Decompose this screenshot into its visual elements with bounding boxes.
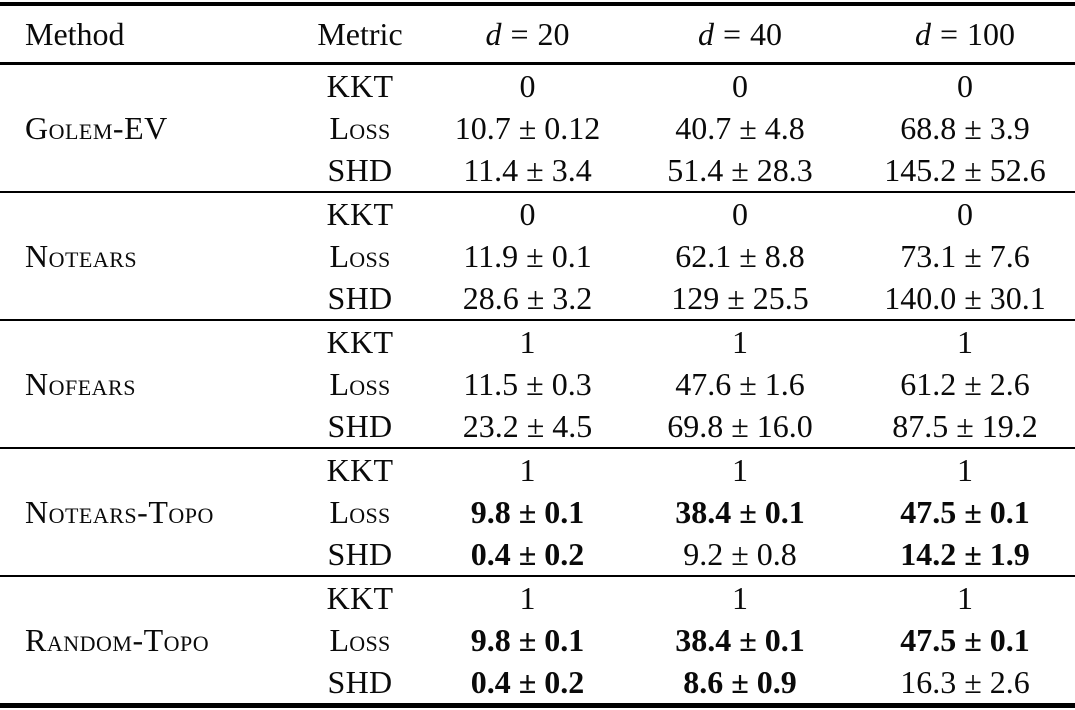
math-var-d: d <box>485 15 502 52</box>
table-row: Notears KKT 0 0 0 <box>0 191 1075 320</box>
table-row: Notears-Topo KKT 1 1 1 <box>0 447 1075 576</box>
math-var-d: d <box>914 15 931 52</box>
value-cell: 62.1 ± 8.8 <box>675 238 805 274</box>
value-cell: 0 <box>519 68 536 104</box>
column-header-method: Method <box>0 4 290 65</box>
table-row: Random-Topo KKT 1 1 1 <box>0 575 1075 706</box>
value-cell: 11.9 ± 0.1 <box>463 238 592 274</box>
column-header-d40: d = 40 <box>625 4 855 65</box>
value-cell: 69.8 ± 16.0 <box>667 408 813 444</box>
value-cell: 1 <box>625 575 855 619</box>
value-cell: 1 <box>430 319 625 363</box>
table-row: Loss 11.9 ± 0.1 62.1 ± 8.8 73.1 ± 7.6 <box>0 235 1075 277</box>
table-row: Loss 10.7 ± 0.12 40.7 ± 4.8 68.8 ± 3.9 <box>0 107 1075 149</box>
value-cell: 38.4 ± 0.1 <box>675 494 805 530</box>
value-cell: 0 <box>732 68 748 104</box>
column-header-metric: Metric <box>290 4 430 65</box>
value-cell: 9.2 ± 0.8 <box>683 536 797 572</box>
value-cell: 16.3 ± 2.6 <box>900 664 1030 700</box>
value-cell: 0.4 ± 0.2 <box>470 536 585 572</box>
math-equals: = <box>939 15 959 52</box>
math-value: 20 <box>537 15 570 52</box>
value-cell: 0.4 ± 0.2 <box>470 664 585 700</box>
value-cell: 73.1 ± 7.6 <box>900 238 1030 274</box>
value-cell: 28.6 ± 3.2 <box>462 280 593 316</box>
metric-label: SHD <box>327 664 393 700</box>
table-row: Loss 9.8 ± 0.1 38.4 ± 0.1 47.5 ± 0.1 <box>0 491 1075 533</box>
value-cell: 129 ± 25.5 <box>671 280 809 316</box>
value-cell: 68.8 ± 3.9 <box>900 110 1030 146</box>
math-equals: = <box>722 15 742 52</box>
metric-label: KKT <box>290 319 430 363</box>
table-header: Method Metric d = 20 d = 40 d = 100 <box>0 4 1075 65</box>
metric-label: KKT <box>290 191 430 235</box>
value-cell: 47.6 ± 1.6 <box>675 366 805 402</box>
method-name-nofears: Nofears <box>0 319 290 448</box>
table-row: SHD 0.4 ± 0.2 8.6 ± 0.9 16.3 ± 2.6 <box>0 661 1075 706</box>
value-cell: 145.2 ± 52.6 <box>884 152 1046 188</box>
metric-label: Loss <box>329 110 391 146</box>
value-cell: 61.2 ± 2.6 <box>900 366 1030 402</box>
value-cell: 8.6 ± 0.9 <box>683 664 797 700</box>
value-cell: 0 <box>957 68 973 104</box>
method-name-notears-topo: Notears-Topo <box>0 447 290 576</box>
math-equals: = <box>510 15 529 52</box>
header-row: Method Metric d = 20 d = 40 d = 100 <box>0 4 1075 65</box>
value-cell: 11.5 ± 0.3 <box>463 366 592 402</box>
value-cell: 1 <box>430 575 625 619</box>
column-header-d20: d = 20 <box>430 4 625 65</box>
value-cell: 1 <box>430 447 625 491</box>
value-cell: 9.8 ± 0.1 <box>470 494 585 530</box>
math-value: 40 <box>750 15 783 52</box>
table-row: Loss 11.5 ± 0.3 47.6 ± 1.6 61.2 ± 2.6 <box>0 363 1075 405</box>
metric-label: KKT <box>290 447 430 491</box>
value-cell: 0 <box>625 191 855 235</box>
table-body: Golem-EV KKT 0 0 0 Loss 10.7 ± 0.12 40.7… <box>0 64 1075 706</box>
table-row: Golem-EV KKT 0 0 0 <box>0 64 1075 144</box>
table-row: Loss 9.8 ± 0.1 38.4 ± 0.1 47.5 ± 0.1 <box>0 619 1075 661</box>
math-value: 100 <box>967 15 1016 52</box>
value-cell: 1 <box>855 319 1075 363</box>
value-cell: 87.5 ± 19.2 <box>892 408 1038 444</box>
value-cell: 38.4 ± 0.1 <box>675 622 805 658</box>
metric-label: SHD <box>327 536 393 572</box>
value-cell: 140.0 ± 30.1 <box>884 280 1046 316</box>
value-cell: 1 <box>855 447 1075 491</box>
table-row: Nofears KKT 1 1 1 <box>0 319 1075 448</box>
metric-label: SHD <box>327 280 393 316</box>
value-cell: 14.2 ± 1.9 <box>900 536 1030 572</box>
value-cell: 9.8 ± 0.1 <box>470 622 585 658</box>
metric-label: Loss <box>329 366 391 402</box>
column-header-d100: d = 100 <box>855 4 1075 65</box>
value-cell: 51.4 ± 28.3 <box>667 152 813 188</box>
method-name-notears: Notears <box>0 191 290 320</box>
metric-label: Loss <box>329 238 391 274</box>
metric-label: Loss <box>329 494 391 530</box>
table-row: SHD 28.6 ± 3.2 129 ± 25.5 140.0 ± 30.1 <box>0 277 1075 320</box>
value-cell: 1 <box>625 447 855 491</box>
value-cell: 1 <box>855 575 1075 619</box>
value-cell: 0 <box>430 191 625 235</box>
method-name-golem-ev: Golem-EV <box>25 110 168 146</box>
value-cell: 23.2 ± 4.5 <box>462 408 593 444</box>
value-cell: 0 <box>855 191 1075 235</box>
method-name-random-topo: Random-Topo <box>0 575 290 706</box>
table-row: SHD 11.4 ± 3.4 51.4 ± 28.3 145.2 ± 52.6 <box>0 149 1075 192</box>
table-row: SHD 23.2 ± 4.5 69.8 ± 16.0 87.5 ± 19.2 <box>0 405 1075 448</box>
table-row: SHD 0.4 ± 0.2 9.2 ± 0.8 14.2 ± 1.9 <box>0 533 1075 576</box>
metric-label: KKT <box>290 575 430 619</box>
value-cell: 11.4 ± 3.4 <box>463 152 592 188</box>
metric-label: Loss <box>329 622 391 658</box>
math-var-d: d <box>697 15 714 52</box>
value-cell: 40.7 ± 4.8 <box>675 110 805 146</box>
value-cell: 10.7 ± 0.12 <box>454 110 601 146</box>
value-cell: 47.5 ± 0.1 <box>900 494 1030 530</box>
metric-label: SHD <box>327 408 393 444</box>
value-cell: 47.5 ± 0.1 <box>900 622 1030 658</box>
value-cell: 1 <box>625 319 855 363</box>
metric-label: SHD <box>327 152 393 188</box>
metric-label: KKT <box>326 68 394 104</box>
